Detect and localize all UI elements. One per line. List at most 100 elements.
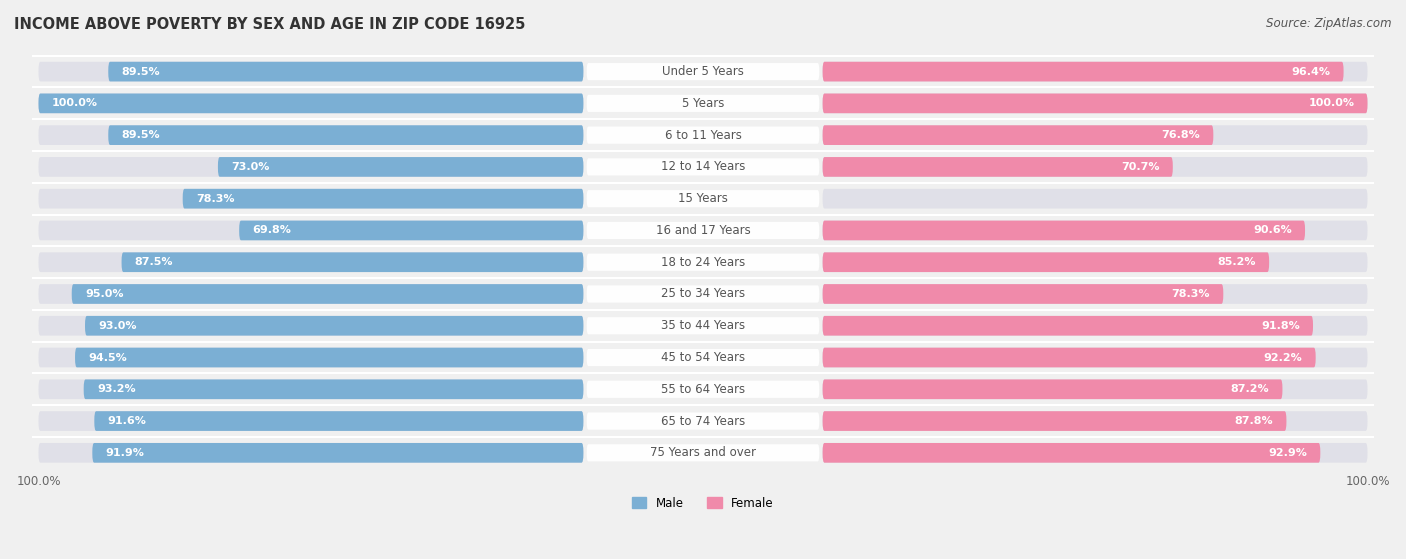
Text: 16 and 17 Years: 16 and 17 Years [655,224,751,237]
FancyBboxPatch shape [823,284,1223,304]
FancyBboxPatch shape [823,93,1368,113]
Text: 92.2%: 92.2% [1264,353,1302,363]
Text: 35 to 44 Years: 35 to 44 Years [661,319,745,332]
FancyBboxPatch shape [823,348,1316,367]
FancyBboxPatch shape [586,444,820,461]
Text: 100.0%: 100.0% [52,98,98,108]
FancyBboxPatch shape [38,61,583,82]
FancyBboxPatch shape [38,125,583,145]
Text: 18 to 24 Years: 18 to 24 Years [661,255,745,269]
FancyBboxPatch shape [823,348,1368,367]
FancyBboxPatch shape [108,125,583,145]
FancyBboxPatch shape [38,380,583,399]
FancyBboxPatch shape [38,284,583,304]
Text: Under 5 Years: Under 5 Years [662,65,744,78]
FancyBboxPatch shape [38,93,583,113]
FancyBboxPatch shape [823,221,1305,240]
Text: 87.5%: 87.5% [135,257,173,267]
Legend: Male, Female: Male, Female [627,492,779,514]
Text: 91.8%: 91.8% [1261,321,1299,331]
FancyBboxPatch shape [823,125,1213,145]
Text: 70.7%: 70.7% [1121,162,1160,172]
Text: 69.8%: 69.8% [253,225,291,235]
Text: 85.2%: 85.2% [1218,257,1256,267]
Text: 89.5%: 89.5% [121,130,160,140]
FancyBboxPatch shape [823,157,1368,177]
Text: 100.0%: 100.0% [1308,98,1354,108]
FancyBboxPatch shape [38,252,583,272]
Text: 5 Years: 5 Years [682,97,724,110]
FancyBboxPatch shape [183,189,583,209]
Text: 93.2%: 93.2% [97,384,135,394]
FancyBboxPatch shape [38,221,583,240]
FancyBboxPatch shape [239,221,583,240]
Text: 73.0%: 73.0% [231,162,270,172]
FancyBboxPatch shape [823,252,1368,272]
Text: 25 to 34 Years: 25 to 34 Years [661,287,745,301]
FancyBboxPatch shape [75,348,583,367]
Text: 87.2%: 87.2% [1230,384,1270,394]
FancyBboxPatch shape [38,443,583,463]
Text: 75 Years and over: 75 Years and over [650,446,756,459]
FancyBboxPatch shape [823,93,1368,113]
FancyBboxPatch shape [823,411,1368,431]
Text: 90.6%: 90.6% [1253,225,1292,235]
Text: Source: ZipAtlas.com: Source: ZipAtlas.com [1267,17,1392,30]
FancyBboxPatch shape [586,158,820,176]
FancyBboxPatch shape [823,61,1368,82]
FancyBboxPatch shape [84,380,583,399]
FancyBboxPatch shape [823,316,1368,335]
Text: 93.0%: 93.0% [98,321,136,331]
Text: 89.5%: 89.5% [121,67,160,77]
FancyBboxPatch shape [586,317,820,334]
FancyBboxPatch shape [823,157,1173,177]
FancyBboxPatch shape [38,157,583,177]
FancyBboxPatch shape [108,61,583,82]
Text: 87.8%: 87.8% [1234,416,1274,426]
FancyBboxPatch shape [72,284,583,304]
FancyBboxPatch shape [823,61,1344,82]
FancyBboxPatch shape [823,189,1368,209]
FancyBboxPatch shape [38,411,583,431]
Text: 45 to 54 Years: 45 to 54 Years [661,351,745,364]
FancyBboxPatch shape [823,443,1368,463]
Text: 78.3%: 78.3% [1171,289,1211,299]
FancyBboxPatch shape [586,349,820,366]
FancyBboxPatch shape [38,93,583,113]
Text: 15 Years: 15 Years [678,192,728,205]
Text: 91.9%: 91.9% [105,448,145,458]
Text: 91.6%: 91.6% [108,416,146,426]
Text: 94.5%: 94.5% [89,353,127,363]
FancyBboxPatch shape [586,126,820,144]
Text: 12 to 14 Years: 12 to 14 Years [661,160,745,173]
FancyBboxPatch shape [94,411,583,431]
FancyBboxPatch shape [93,443,583,463]
Text: 78.3%: 78.3% [195,193,235,203]
FancyBboxPatch shape [823,221,1368,240]
Text: INCOME ABOVE POVERTY BY SEX AND AGE IN ZIP CODE 16925: INCOME ABOVE POVERTY BY SEX AND AGE IN Z… [14,17,526,32]
FancyBboxPatch shape [823,252,1270,272]
FancyBboxPatch shape [823,411,1286,431]
FancyBboxPatch shape [218,157,583,177]
Text: 76.8%: 76.8% [1161,130,1201,140]
Text: 65 to 74 Years: 65 to 74 Years [661,415,745,428]
Text: 95.0%: 95.0% [84,289,124,299]
FancyBboxPatch shape [586,190,820,207]
FancyBboxPatch shape [121,252,583,272]
FancyBboxPatch shape [84,316,583,335]
Text: 6 to 11 Years: 6 to 11 Years [665,129,741,141]
FancyBboxPatch shape [823,443,1320,463]
FancyBboxPatch shape [586,95,820,112]
FancyBboxPatch shape [823,316,1313,335]
FancyBboxPatch shape [38,189,583,209]
FancyBboxPatch shape [586,63,820,80]
Text: 55 to 64 Years: 55 to 64 Years [661,383,745,396]
FancyBboxPatch shape [586,222,820,239]
FancyBboxPatch shape [823,380,1368,399]
Text: 92.9%: 92.9% [1268,448,1308,458]
FancyBboxPatch shape [823,125,1368,145]
FancyBboxPatch shape [586,254,820,271]
FancyBboxPatch shape [586,286,820,302]
FancyBboxPatch shape [823,284,1368,304]
Text: 96.4%: 96.4% [1291,67,1330,77]
